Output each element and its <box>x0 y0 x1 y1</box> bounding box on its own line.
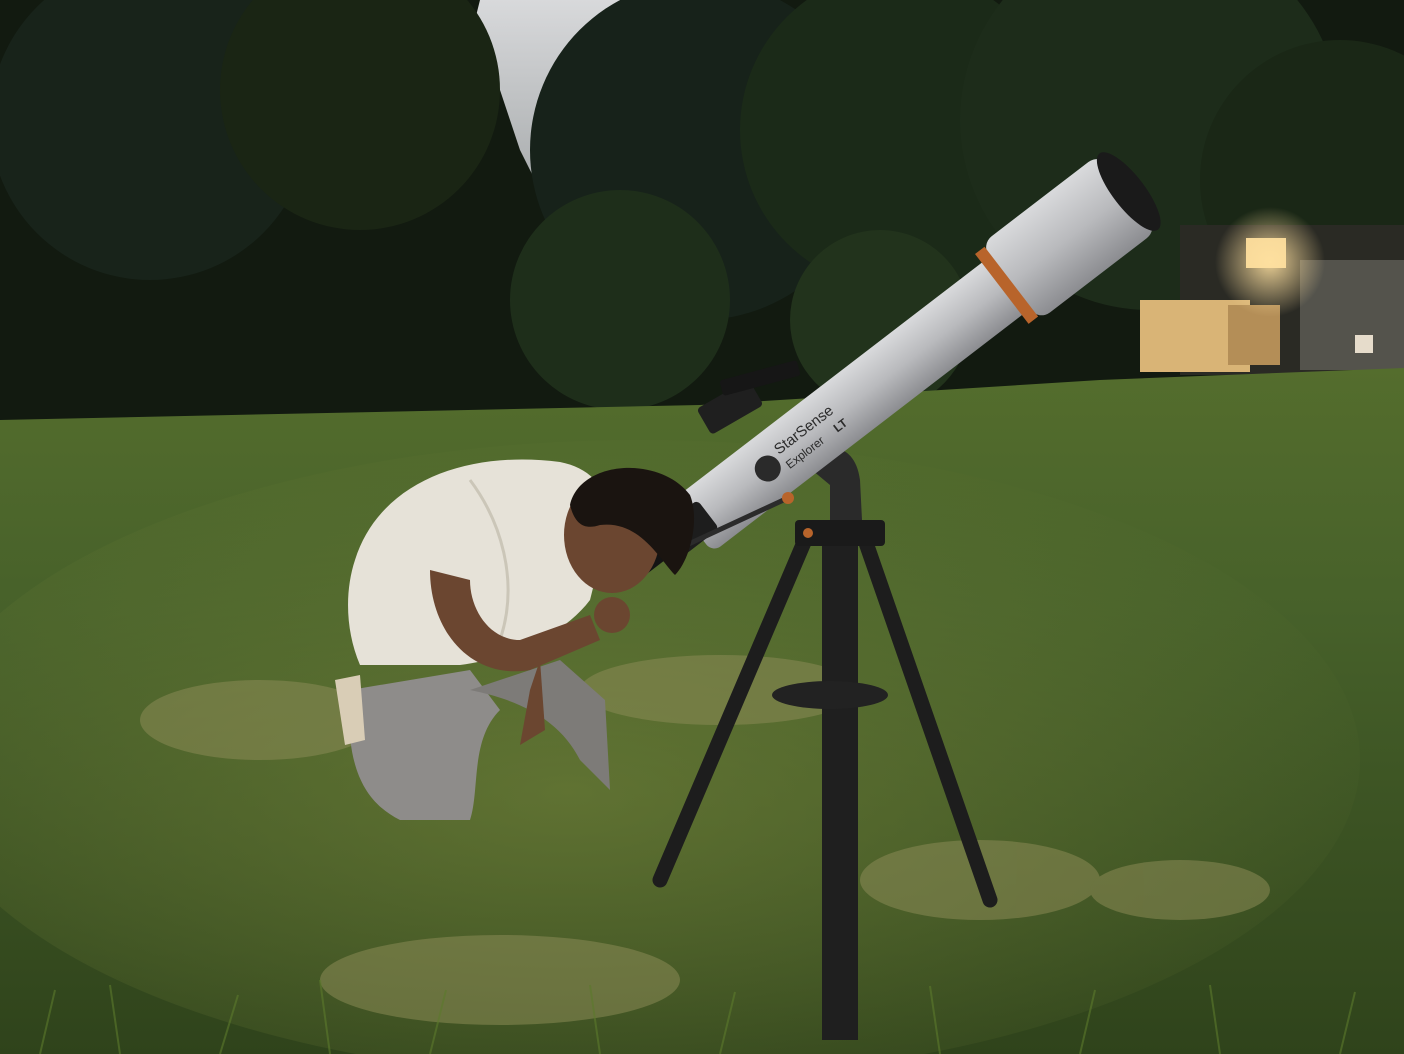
grass-blades <box>39 979 1356 1054</box>
house <box>1140 207 1404 375</box>
tripod <box>652 520 998 1040</box>
dry-grass-patches <box>140 655 1270 1025</box>
slow-motion-rod <box>677 494 793 551</box>
person <box>335 459 695 820</box>
